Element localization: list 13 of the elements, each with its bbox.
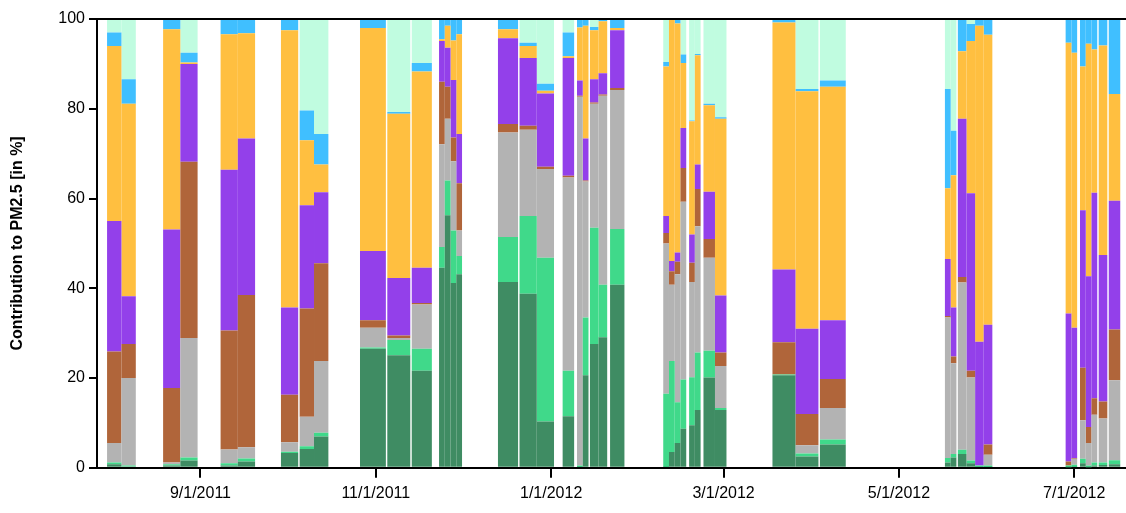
y-tick-label: 100: [58, 9, 86, 27]
y-tick-label: 0: [76, 458, 86, 476]
x-tick-label: 7/1/2012: [1043, 483, 1106, 501]
x-tick-label: 9/1/2011: [169, 483, 232, 501]
x-tick-label: 3/1/2012: [692, 483, 755, 501]
y-tick-label: 20: [67, 368, 86, 386]
x-tick-label: 5/1/2012: [867, 483, 931, 501]
x-tick-label: 1/1/2012: [520, 483, 583, 501]
y-axis-title: Contribution to PM2.5 [in %]: [8, 136, 26, 351]
y-tick-label: 60: [67, 188, 86, 206]
y-tick-label: 80: [67, 99, 86, 117]
x-tick-label: 11/1/2011: [341, 483, 411, 501]
y-tick-label: 40: [67, 278, 86, 296]
